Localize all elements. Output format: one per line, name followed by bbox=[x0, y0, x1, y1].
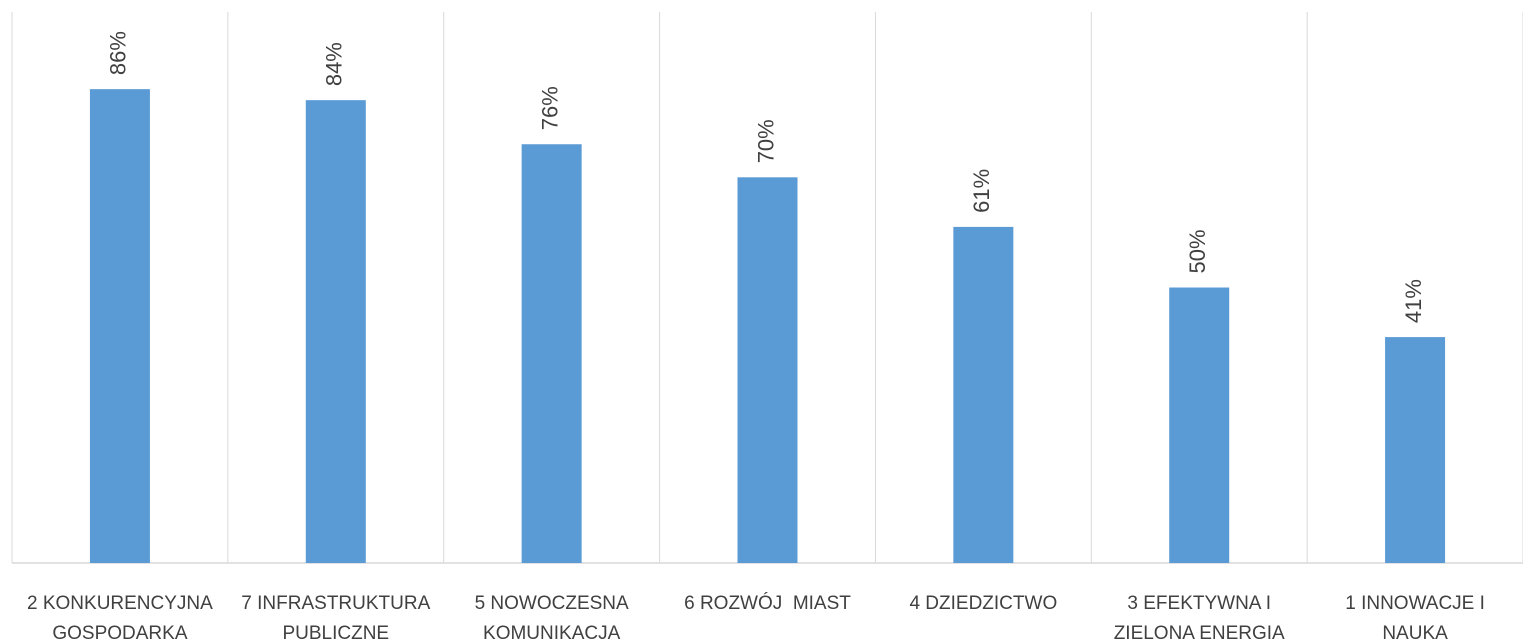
data-label: 70% bbox=[753, 119, 778, 163]
bars bbox=[89, 89, 1446, 564]
tick-label: PUBLICZNE bbox=[282, 623, 389, 641]
tick-label: 7 INFRASTRUKTURA bbox=[241, 593, 430, 614]
data-label: 86% bbox=[106, 31, 131, 75]
bar bbox=[737, 177, 798, 564]
data-label: 50% bbox=[1185, 229, 1210, 273]
data-label: 61% bbox=[969, 169, 994, 213]
data-label: 76% bbox=[537, 86, 562, 130]
tick-label: NAUKA bbox=[1382, 623, 1448, 641]
data-label: 41% bbox=[1401, 279, 1426, 323]
tick-label: GOSPODARKA bbox=[52, 623, 187, 641]
bar bbox=[1385, 337, 1446, 563]
tick-label: KOMUNIKACJA bbox=[483, 623, 621, 641]
category-labels: 2 KONKURENCYJNA GOSPODARKA 7 INFRASTRUKTUR… bbox=[27, 592, 1485, 641]
tick-label: 2 KONKURENCYJNA bbox=[27, 593, 213, 614]
tick-label: 1 INNOWACJE I bbox=[1345, 593, 1485, 614]
bar bbox=[1169, 287, 1230, 563]
bar bbox=[305, 100, 366, 563]
data-label: 84% bbox=[322, 42, 347, 86]
data-labels: 86% 84% 76% 70% 61% 50% 41% bbox=[106, 31, 1426, 323]
bar bbox=[89, 89, 150, 563]
gridlines bbox=[11, 12, 1523, 564]
tick-label: 3 EFEKTYWNA I bbox=[1127, 593, 1271, 614]
bar bbox=[953, 226, 1014, 563]
bar bbox=[521, 144, 582, 564]
tick-label: 5 NOWOCZESNA bbox=[475, 593, 629, 614]
tick-label: ZIELONA ENERGIA bbox=[1114, 623, 1285, 641]
tick-label: 4 DZIEDZICTWO bbox=[909, 593, 1057, 614]
tick-label: 6 ROZWÓJ MIAST bbox=[684, 592, 851, 614]
